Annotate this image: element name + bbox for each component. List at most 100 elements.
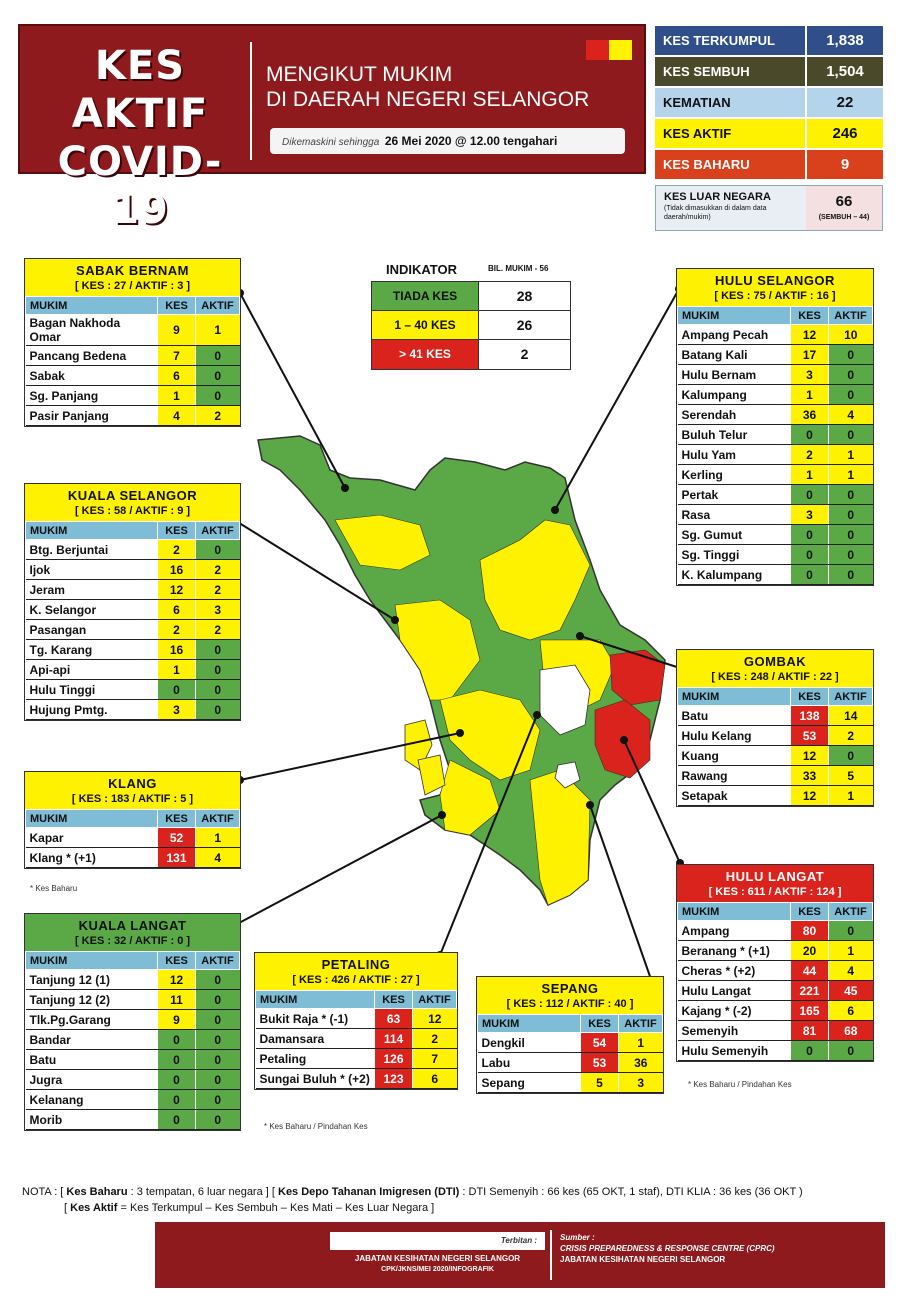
sumber-label: Sumber : xyxy=(560,1233,595,1242)
district-stats: [ KES : 32 / AKTIF : 0 ] xyxy=(74,935,191,947)
nota-kb-text: : 3 tempatan, 6 luar negara ] xyxy=(130,1186,269,1198)
mukim-name: Sg. Gumut xyxy=(677,524,791,545)
kes-value: 3 xyxy=(157,699,196,720)
mukim-name: Api-api xyxy=(25,659,158,680)
mukim-name: K. Selangor xyxy=(25,599,158,620)
kes-value: 0 xyxy=(157,1069,196,1090)
kes-value: 7 xyxy=(157,345,196,366)
aktif-value: 1 xyxy=(618,1032,663,1053)
mukim-name: Kerling xyxy=(677,464,791,485)
table-row: Kuang 12 0 xyxy=(677,745,873,766)
kes-value: 17 xyxy=(790,344,829,365)
district-header: PETALING [ KES : 426 / AKTIF : 27 ] xyxy=(255,953,457,990)
table-header-row: MUKIM KES AKTIF xyxy=(255,990,457,1009)
district-name: HULU SELANGOR xyxy=(715,273,835,288)
table-row: Sabak 6 0 xyxy=(25,365,240,386)
kes-value: 165 xyxy=(790,1000,829,1021)
kes-value: 12 xyxy=(157,579,196,600)
table-row: Rawang 33 5 xyxy=(677,765,873,786)
table-row: Hulu Bernam 3 0 xyxy=(677,364,873,385)
mukim-name: Rasa xyxy=(677,504,791,525)
aktif-value: 0 xyxy=(195,1009,240,1030)
updated-prefix: Dikemaskini sehingga xyxy=(282,137,380,148)
aktif-value: 4 xyxy=(195,847,240,868)
table-row: Bagan Nakhoda Omar 9 1 xyxy=(25,314,240,346)
district-kuala-langat: KUALA LANGAT [ KES : 32 / AKTIF : 0 ] MUKI… xyxy=(24,913,241,1131)
district-gombak: GOMBAK [ KES : 248 / AKTIF : 22 ] MUKIM KES… xyxy=(676,649,874,807)
mukim-name: Batu xyxy=(25,1049,158,1070)
mukim-name: Hulu Langat xyxy=(677,980,791,1001)
hulu-langat-note: * Kes Baharu / Pindahan Kes xyxy=(688,1080,792,1089)
mukim-name: Hulu Semenyih xyxy=(677,1040,791,1061)
table-row: Bukit Raja * (-1) 63 12 xyxy=(255,1008,457,1029)
mukim-name: Tg. Karang xyxy=(25,639,158,660)
table-header-row: MUKIM KES AKTIF xyxy=(677,306,873,325)
aktif-value: 45 xyxy=(828,980,873,1001)
table-row: Rasa 3 0 xyxy=(677,504,873,525)
selangor-flag-icon xyxy=(586,40,632,60)
aktif-value: 1 xyxy=(828,940,873,961)
mukim-name: Kalumpang xyxy=(677,384,791,405)
aktif-value: 2 xyxy=(195,619,240,640)
kes-value: 0 xyxy=(790,484,829,505)
mukim-name: Rawang xyxy=(677,765,791,786)
outer-value-text: 66 xyxy=(835,193,853,210)
table-row: Sg. Tinggi 0 0 xyxy=(677,544,873,565)
kes-value: 1 xyxy=(790,384,829,405)
summary-label: KEMATIAN xyxy=(655,88,805,117)
aktif-value: 12 xyxy=(412,1008,457,1029)
kes-value: 44 xyxy=(790,960,829,981)
mukim-name: Cheras * (+2) xyxy=(677,960,791,981)
aktif-value: 1 xyxy=(195,314,240,346)
district-table: MUKIM KES AKTIF Bukit Raja * (-1) 63 12 Damans… xyxy=(255,990,457,1089)
col-aktif: AKTIF xyxy=(618,1014,663,1033)
district-table: MUKIM KES AKTIF Dengkil 54 1 Labu 53 36 Sepang 5 3 xyxy=(477,1014,663,1093)
table-row: Klang * (+1) 131 4 xyxy=(25,847,240,868)
col-kes: KES xyxy=(790,687,829,706)
indicator-legend: TIADA KES 28 1 – 40 KES 26 > 41 KES 2 xyxy=(371,281,571,370)
district-name: KLANG xyxy=(108,776,157,791)
nota-section: NOTA : [ Kes Baharu : 3 tempatan, 6 luar… xyxy=(22,1186,803,1214)
aktif-value: 14 xyxy=(828,705,873,726)
aktif-value: 0 xyxy=(828,920,873,941)
mukim-name: Kelanang xyxy=(25,1089,158,1110)
header-divider xyxy=(250,42,252,160)
summary-value: 246 xyxy=(805,119,883,148)
col-mukim: MUKIM xyxy=(677,306,791,325)
map-landmass xyxy=(257,435,666,906)
district-stats: [ KES : 611 / AKTIF : 124 ] xyxy=(708,886,842,898)
table-row: Batu 138 14 xyxy=(677,705,873,726)
district-table: MUKIM KES AKTIF Btg. Berjuntai 2 0 Ijok 16 2 Jera… xyxy=(25,521,240,720)
footer-publisher: Terbitan : JABATAN KESIHATAN NEGERI SELA… xyxy=(330,1232,545,1278)
footer-source: Sumber : CRISIS PREPAREDNESS & RESPONSE … xyxy=(560,1232,830,1278)
mukim-name: Tanjung 12 (2) xyxy=(25,989,158,1010)
mukim-name: Sg. Panjang xyxy=(25,385,158,406)
table-row: Batu 0 0 xyxy=(25,1049,240,1070)
mukim-name: K. Kalumpang xyxy=(677,564,791,585)
district-table: MUKIM KES AKTIF Ampang 80 0 Beranang * (+1) 20 1… xyxy=(677,902,873,1061)
mukim-name: Buluh Telur xyxy=(677,424,791,445)
mukim-name: Hulu Tinggi xyxy=(25,679,158,700)
aktif-value: 0 xyxy=(195,345,240,366)
petaling-note: * Kes Baharu / Pindahan Kes xyxy=(264,1122,368,1131)
col-mukim: MUKIM xyxy=(677,902,791,921)
table-row: Petaling 126 7 xyxy=(255,1048,457,1069)
kes-value: 53 xyxy=(790,725,829,746)
table-header-row: MUKIM KES AKTIF xyxy=(25,951,240,970)
nota-ka-text: = Kes Terkumpul – Kes Sembuh – Kes Mati … xyxy=(120,1202,435,1214)
mukim-name: Pertak xyxy=(677,484,791,505)
col-kes: KES xyxy=(157,951,196,970)
aktif-value: 0 xyxy=(828,504,873,525)
publisher-name: JABATAN KESIHATAN NEGERI SELANGOR xyxy=(354,1254,521,1263)
col-kes: KES xyxy=(580,1014,619,1033)
district-header: SABAK BERNAM [ KES : 27 / AKTIF : 3 ] xyxy=(25,259,240,296)
district-klang: KLANG [ KES : 183 / AKTIF : 5 ] MUKIM KES AK… xyxy=(24,771,241,869)
table-row: Ampang 80 0 xyxy=(677,920,873,941)
col-mukim: MUKIM xyxy=(25,809,158,828)
col-mukim: MUKIM xyxy=(677,687,791,706)
footer-divider xyxy=(550,1230,552,1280)
kes-value: 0 xyxy=(157,1029,196,1050)
district-stats: [ KES : 58 / AKTIF : 9 ] xyxy=(74,505,191,517)
table-row: Tg. Karang 16 0 xyxy=(25,639,240,660)
district-sepang: SEPANG [ KES : 112 / AKTIF : 40 ] MUKIM KES… xyxy=(476,976,664,1094)
